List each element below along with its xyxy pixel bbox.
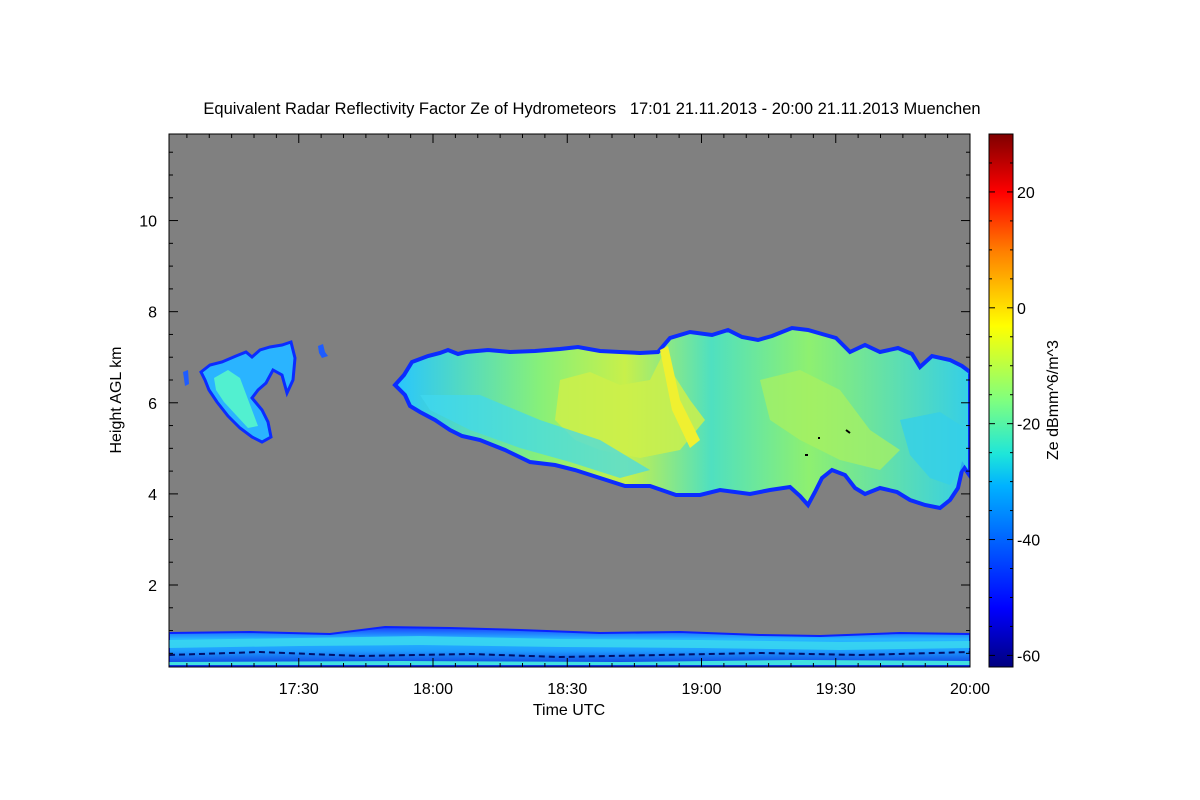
x-tick-label: 20:00 <box>950 681 990 698</box>
low-layer-dark-speckle <box>169 650 970 659</box>
colorbar-ticks: -60 -40 -20 0 20 <box>989 162 1040 665</box>
upper-cloud-small <box>318 344 328 358</box>
x-axis-ticks: 17:30 18:00 18:30 19:00 19:30 20:00 <box>279 134 990 698</box>
main-cloud-streak <box>660 346 700 448</box>
reflectivity-field <box>169 325 970 667</box>
colorbar <box>988 133 1014 668</box>
x-tick-label: 17:30 <box>279 681 319 698</box>
x-tick-label: 19:00 <box>681 681 721 698</box>
upper-cloud-early-core <box>214 370 258 428</box>
y-tick-label: 2 <box>148 578 157 595</box>
chart-title: Equivalent Radar Reflectivity Factor Ze … <box>203 100 980 118</box>
y-tick-label: 8 <box>148 305 157 322</box>
x-minor-ticks <box>186 134 949 667</box>
low-layer-bright-band <box>169 636 970 650</box>
y-tick-label: 10 <box>139 214 157 231</box>
x-tick-label: 18:30 <box>547 681 587 698</box>
upper-cloud-early <box>199 340 297 444</box>
colorbar-tick-label: 20 <box>1017 185 1035 202</box>
y-tick-label: 4 <box>148 487 157 504</box>
y-tick-label: 6 <box>148 396 157 413</box>
colorbar-tick-label: 0 <box>1017 301 1026 318</box>
colorbar-tick-label: -20 <box>1017 417 1040 434</box>
upper-cloud-fragment <box>183 370 189 386</box>
plot-frame <box>168 133 971 668</box>
x-tick-label: 19:30 <box>816 681 856 698</box>
main-cloud-secondary-core <box>760 370 900 470</box>
main-cloud-cyan-band <box>420 395 650 478</box>
main-cloud-right-cyan <box>900 412 968 485</box>
colorbar-tick-label: -60 <box>1017 648 1040 665</box>
colorbar-tick-label: -40 <box>1017 533 1040 550</box>
low-layer-cyan-bottom <box>169 660 970 665</box>
y-axis-label: Height AGL km <box>108 346 125 453</box>
main-cloud-dark-marks <box>805 429 851 456</box>
x-axis-label: Time UTC <box>533 702 605 719</box>
colorbar-label: Ze dBmm^6/m^3 <box>1045 340 1062 460</box>
y-minor-ticks <box>169 151 970 654</box>
y-axis-ticks: 2 4 6 8 10 <box>139 214 970 595</box>
x-tick-label: 18:00 <box>413 681 453 698</box>
